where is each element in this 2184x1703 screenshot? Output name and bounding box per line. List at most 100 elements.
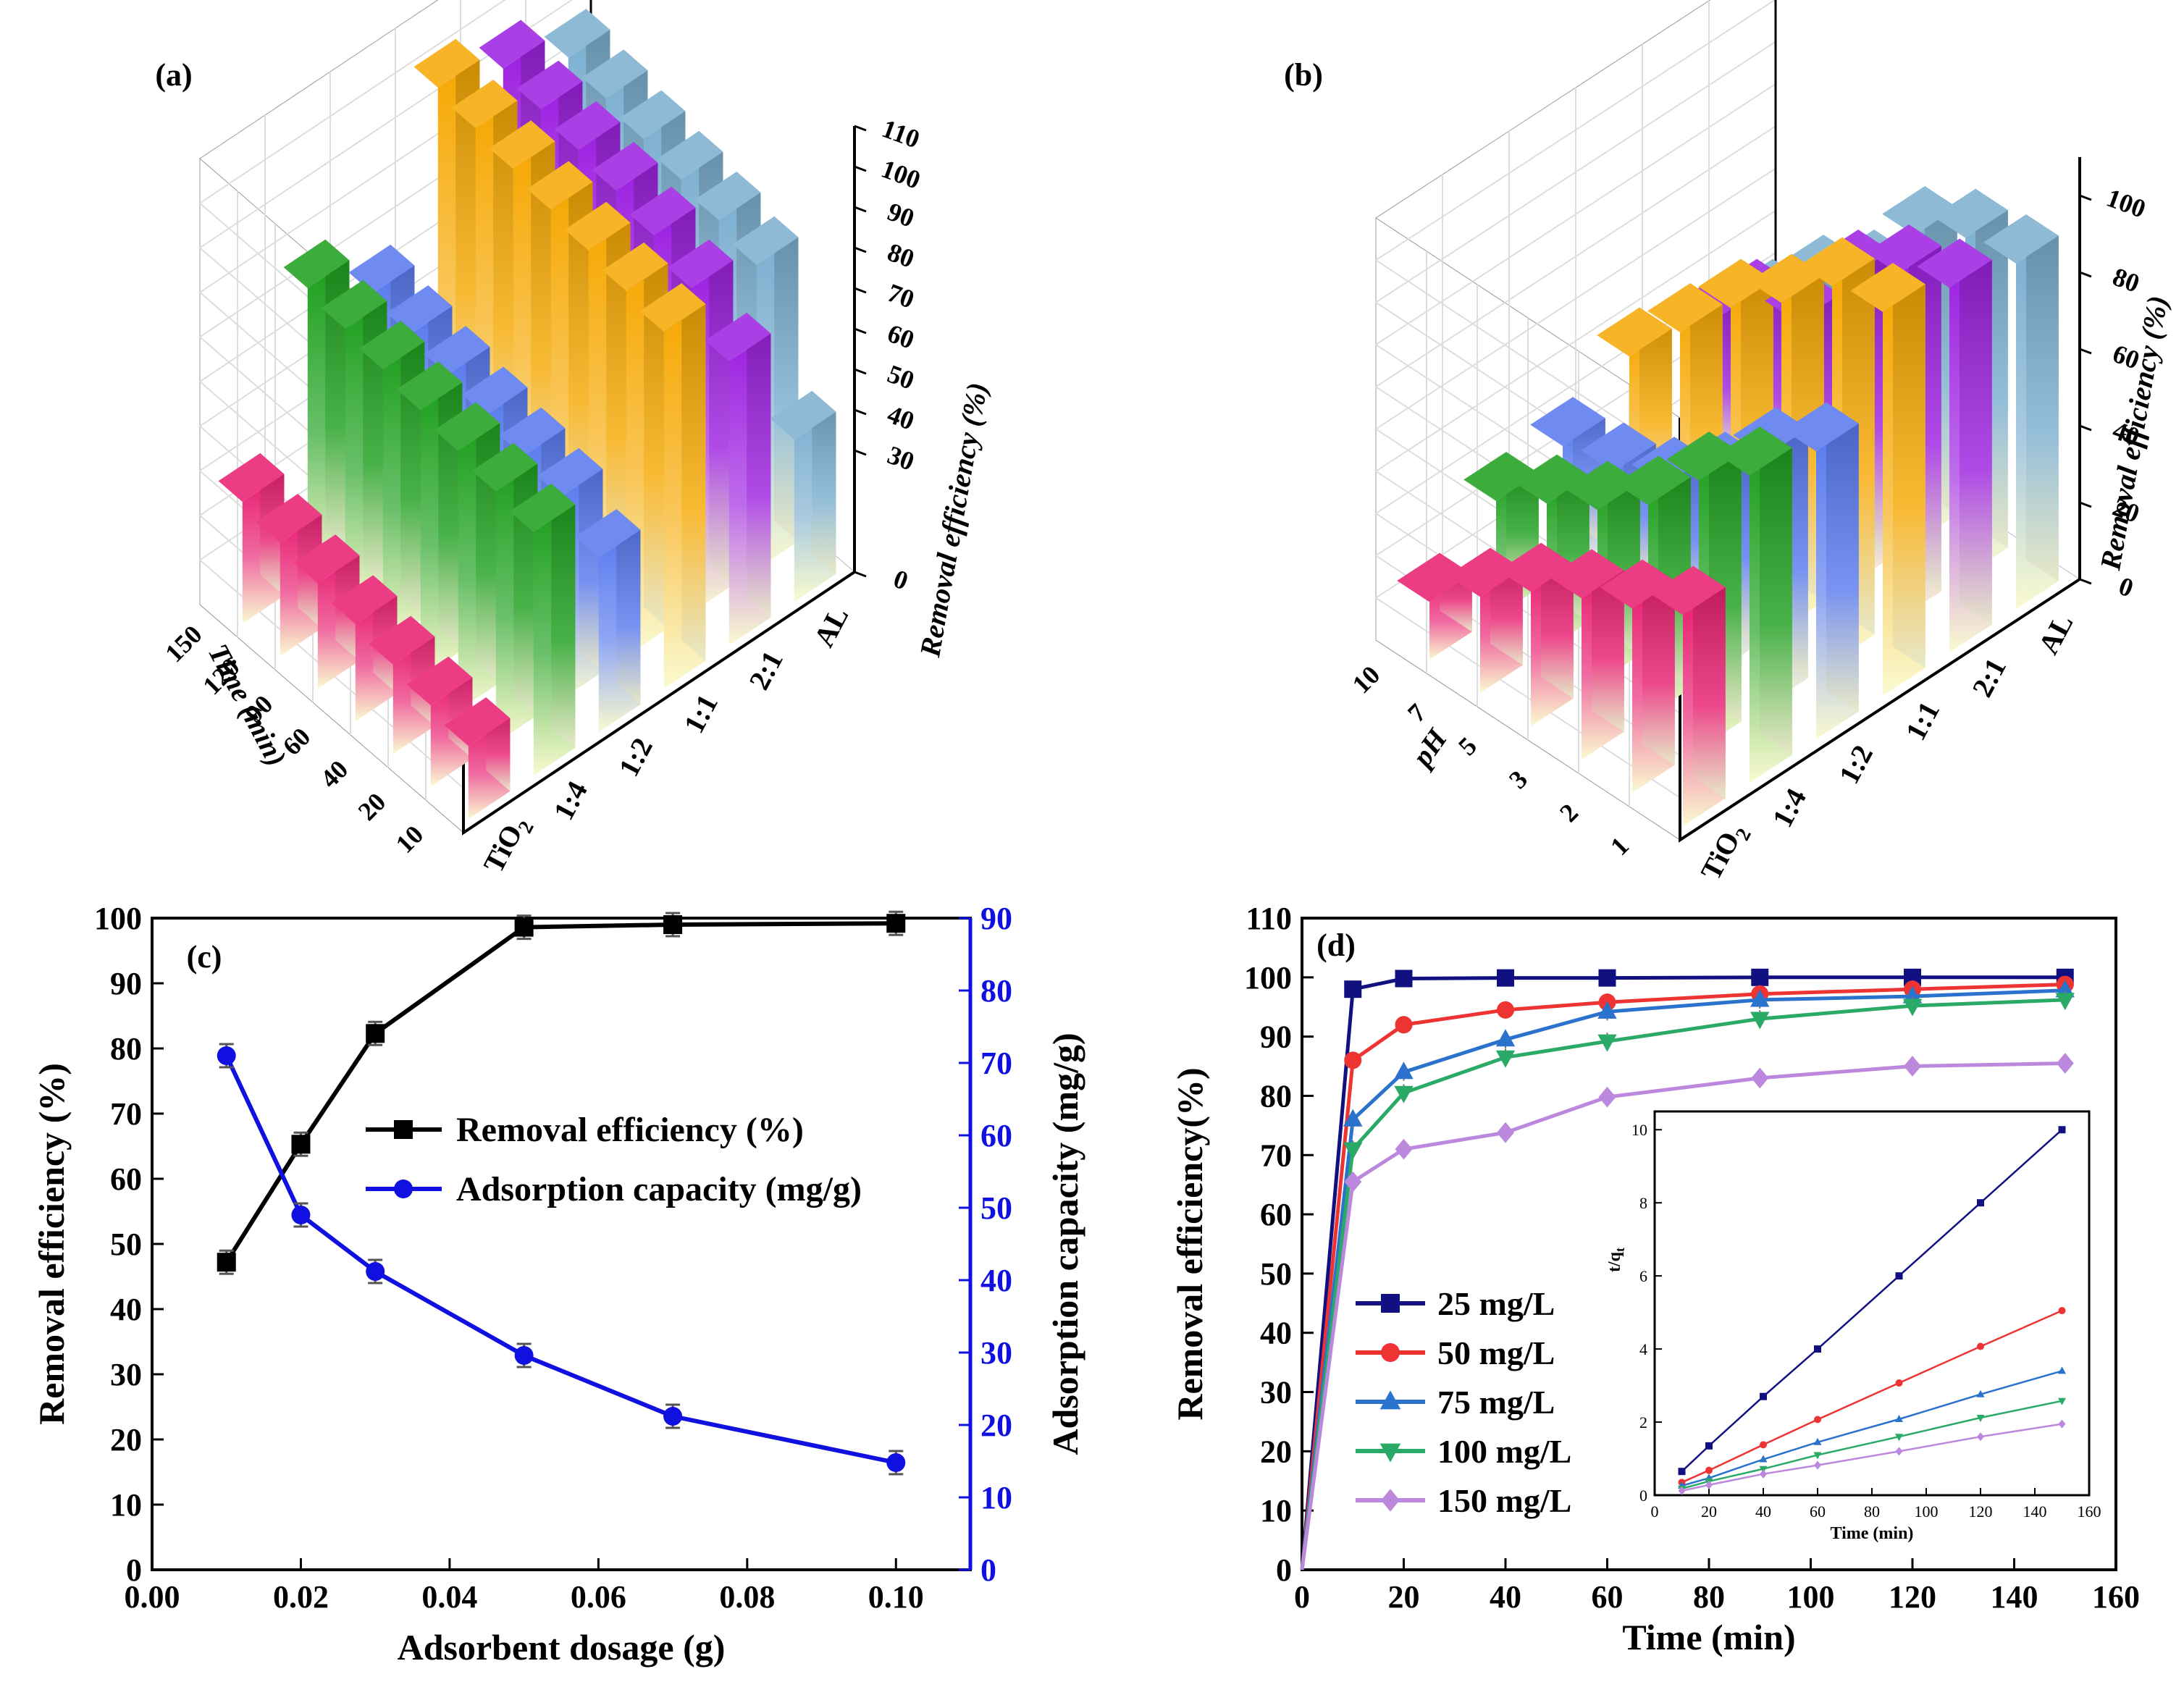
y2-tick-label: 0 (980, 1552, 996, 1588)
z-tick (854, 408, 867, 416)
bar-top-face (1647, 283, 1723, 332)
bar-top-face (424, 326, 490, 375)
bar-1:4 (1717, 426, 1792, 783)
y-axis-title: pH (1404, 722, 1454, 774)
data-point (1597, 1034, 1617, 1052)
depth-tick-label: 10 (1347, 660, 1386, 699)
bar-1:4 (509, 483, 576, 776)
data-point (886, 914, 906, 933)
series-label: AL (2032, 609, 2080, 660)
inset-y-tick-label: 6 (1639, 1267, 1647, 1285)
data-point (291, 1206, 311, 1224)
z-tick-label: 0 (2115, 571, 2138, 603)
depth-tick-label: 2 (1554, 798, 1584, 828)
bar-top-face (564, 201, 631, 251)
bar-TiO2 (444, 697, 511, 820)
bar-side-face (747, 312, 771, 618)
bar-top-face (331, 575, 398, 624)
panel-d: 0 20 40 60 80 100 120 140 1600102030405060708090… (1169, 901, 2140, 1657)
y2-tick-label: 10 (980, 1480, 1012, 1515)
z-tick (854, 206, 867, 213)
inset-data-point (1760, 1469, 1767, 1479)
inset-data-point (2058, 1126, 2066, 1134)
inset-data-point (2058, 1397, 2066, 1405)
bar-top-face (1565, 461, 1640, 510)
bar-top-face (639, 283, 706, 332)
inset-data-point (1705, 1480, 1713, 1489)
bar-top-face (581, 49, 648, 98)
z-tick-label: 70 (883, 278, 918, 314)
z-tick (2079, 578, 2092, 585)
bar-top-face (406, 656, 473, 706)
bar-AL (770, 390, 836, 602)
y-tick-label: 80 (1260, 1078, 1292, 1114)
inset-data-point (1895, 1415, 1903, 1422)
bar-top-face (369, 615, 435, 665)
inset-x-tick-label: 20 (1701, 1502, 1717, 1521)
inset-ylabel-main: t/q (1605, 1251, 1624, 1272)
data-point (886, 1453, 906, 1472)
inset-data-point (1814, 1416, 1821, 1424)
data-point (1395, 970, 1413, 988)
bar-top-face (1650, 565, 1726, 615)
series-3 (1300, 991, 2075, 1570)
inset-y-tick-label: 10 (1631, 1121, 1647, 1139)
z-tick-label: 30 (883, 440, 918, 476)
x-tick-label: 120 (1889, 1579, 1936, 1615)
z-tick (854, 165, 867, 172)
bar-side-face (606, 201, 631, 596)
bar-top-face (602, 242, 668, 292)
bar-top-face (1600, 559, 1675, 609)
inset-series-0 (1678, 1126, 2066, 1476)
bar-top-face (1514, 454, 1589, 504)
z-tick-label: 100 (878, 154, 924, 195)
bar-top-face (1530, 397, 1605, 446)
bar-top-face (657, 130, 723, 180)
inset-frame (1653, 1110, 2091, 1497)
y2-tick-label: 20 (980, 1408, 1012, 1443)
y2-tick-label: 30 (980, 1335, 1012, 1371)
inset-data-point (2058, 1419, 2066, 1429)
inset-chart: 0 20 40 60 80 100 120 140 160 0 2 4 6 8 10 Time (min) t/… (1605, 1110, 2101, 1543)
series-line (1300, 1061, 2065, 1570)
bar-side-face (551, 483, 576, 748)
data-point (1497, 1122, 1514, 1143)
bar-side-face (1960, 238, 1992, 625)
bar-top-face (444, 697, 511, 747)
inset-x-tick-label: 160 (2078, 1502, 2101, 1521)
bar-top-face (526, 161, 593, 210)
x-tick-label: 40 (1490, 1579, 1521, 1615)
inset-data-point (1705, 1442, 1713, 1450)
z-tick (854, 368, 867, 375)
x-tick-label: 140 (1991, 1579, 2038, 1615)
bar-AL (1983, 214, 2059, 609)
z-tick (854, 125, 867, 132)
data-point (217, 1046, 236, 1065)
inset-x-tick-label: 100 (1915, 1502, 1939, 1521)
bar-top-face (256, 494, 322, 543)
bar-1:2 (1784, 402, 1859, 739)
bar-top-face (619, 90, 686, 139)
z-tick (854, 327, 867, 335)
panel-1-3d: 020406080100TiO21:41:21:12:1AL1075321Rem… (1284, 0, 2174, 886)
bar-top-face (1866, 224, 1941, 274)
bar-side-face (812, 390, 836, 574)
x-tick-label: 160 (2092, 1579, 2140, 1615)
bar-top-face (1882, 186, 1957, 235)
y-tick-label: 70 (110, 1096, 142, 1132)
bar-top-face (348, 244, 415, 294)
y2-axis-title: Adsorption capacity (mg/g) (1045, 1033, 1085, 1455)
z-tick (854, 246, 867, 253)
inset-data-point (1759, 1455, 1768, 1463)
bar-top-face (544, 9, 610, 58)
z-tick-label: 60 (883, 319, 918, 355)
inset-data-point (1895, 1447, 1903, 1456)
y-tick-label: 70 (1260, 1138, 1292, 1173)
bar-top-face (629, 186, 696, 236)
inset-x-axis-title: Time (min) (1831, 1524, 1914, 1543)
inset-data-point (2058, 1307, 2066, 1315)
inset-data-point (1705, 1466, 1713, 1474)
z-axis-title: Removal efficiency (%) (913, 380, 994, 660)
z-tick-label: 100 (2103, 183, 2149, 224)
inset-data-point (1813, 1437, 1822, 1445)
